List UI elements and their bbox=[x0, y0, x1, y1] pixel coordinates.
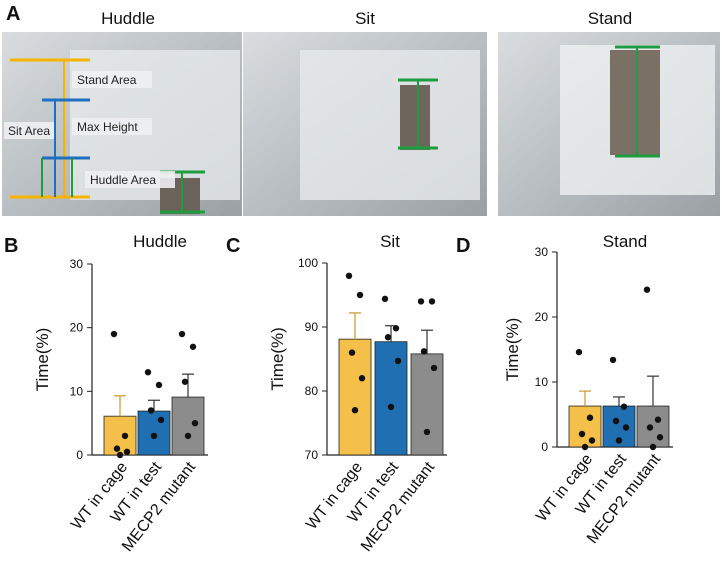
data-point bbox=[181, 378, 189, 385]
y-axis-label: Time(%) bbox=[503, 318, 522, 382]
data-point bbox=[381, 295, 389, 303]
data-point bbox=[123, 448, 131, 456]
panel-label: D bbox=[456, 235, 470, 257]
data-point bbox=[116, 451, 124, 459]
chart-title: Sit bbox=[380, 232, 400, 251]
y-tick-label: 80 bbox=[305, 384, 319, 398]
data-point bbox=[356, 291, 364, 299]
chart-title: Stand bbox=[603, 232, 647, 251]
annotation: Stand Area bbox=[77, 73, 137, 87]
data-point bbox=[622, 424, 630, 431]
y-axis-label: Time(%) bbox=[268, 327, 287, 391]
data-point bbox=[121, 432, 129, 440]
y-tick-label: 70 bbox=[305, 448, 319, 462]
data-point bbox=[643, 286, 651, 293]
bar bbox=[137, 410, 171, 456]
y-tick-label: 0 bbox=[76, 448, 83, 462]
y-tick-label: 30 bbox=[535, 245, 549, 259]
data-point bbox=[417, 298, 425, 305]
bar bbox=[374, 341, 408, 456]
data-point bbox=[586, 414, 594, 421]
data-point bbox=[147, 407, 155, 414]
data-point bbox=[144, 369, 152, 376]
y-tick-label: 10 bbox=[70, 384, 84, 398]
data-point bbox=[358, 375, 366, 382]
annotation: Huddle Area bbox=[90, 173, 156, 187]
panel-label: B bbox=[4, 235, 18, 257]
y-tick-label: 30 bbox=[70, 257, 84, 271]
data-point bbox=[191, 419, 199, 427]
y-tick-label: 100 bbox=[298, 256, 318, 270]
data-point bbox=[646, 424, 654, 431]
y-tick-label: 90 bbox=[305, 320, 319, 334]
bar bbox=[171, 396, 205, 456]
data-point bbox=[184, 432, 192, 440]
data-point bbox=[387, 403, 395, 411]
data-point bbox=[578, 430, 586, 438]
data-point bbox=[656, 434, 664, 441]
photo bbox=[2, 32, 720, 216]
data-point bbox=[588, 437, 596, 444]
data-point bbox=[654, 416, 662, 423]
photo-title: Sit bbox=[355, 9, 375, 28]
data-point bbox=[430, 364, 438, 372]
bar bbox=[338, 338, 372, 456]
data-point bbox=[620, 403, 628, 410]
data-point bbox=[612, 417, 620, 425]
data-point bbox=[150, 432, 158, 440]
data-point bbox=[157, 416, 165, 424]
data-point bbox=[189, 343, 197, 350]
data-point bbox=[420, 348, 428, 355]
y-tick-label: 0 bbox=[541, 440, 548, 454]
data-point bbox=[581, 443, 589, 451]
y-tick-label: 20 bbox=[535, 310, 549, 324]
bar bbox=[568, 405, 602, 448]
data-point bbox=[178, 330, 186, 338]
data-point bbox=[384, 334, 392, 341]
data-point bbox=[428, 298, 436, 305]
data-point bbox=[113, 445, 121, 452]
data-point bbox=[649, 443, 657, 451]
panel-label: A bbox=[6, 3, 20, 25]
y-tick-label: 20 bbox=[70, 321, 84, 335]
data-point bbox=[423, 428, 431, 436]
chart-title: Huddle bbox=[133, 232, 187, 251]
y-axis-label: Time(%) bbox=[33, 328, 52, 392]
data-point bbox=[394, 357, 402, 365]
bar bbox=[410, 353, 444, 456]
data-point bbox=[345, 272, 353, 279]
data-point bbox=[575, 348, 583, 356]
y-tick-label: 10 bbox=[535, 375, 549, 389]
panel-label: C bbox=[226, 235, 240, 257]
annotation: Sit Area bbox=[8, 124, 50, 138]
photo-title: Stand bbox=[588, 9, 632, 28]
data-point bbox=[155, 381, 163, 389]
data-point bbox=[609, 356, 617, 364]
data-point bbox=[392, 325, 400, 332]
data-point bbox=[110, 330, 118, 338]
data-point bbox=[351, 407, 359, 414]
data-point bbox=[615, 437, 623, 444]
annotation: Max Height bbox=[77, 120, 138, 134]
data-point bbox=[348, 349, 356, 356]
photo-title: Huddle bbox=[101, 9, 155, 28]
